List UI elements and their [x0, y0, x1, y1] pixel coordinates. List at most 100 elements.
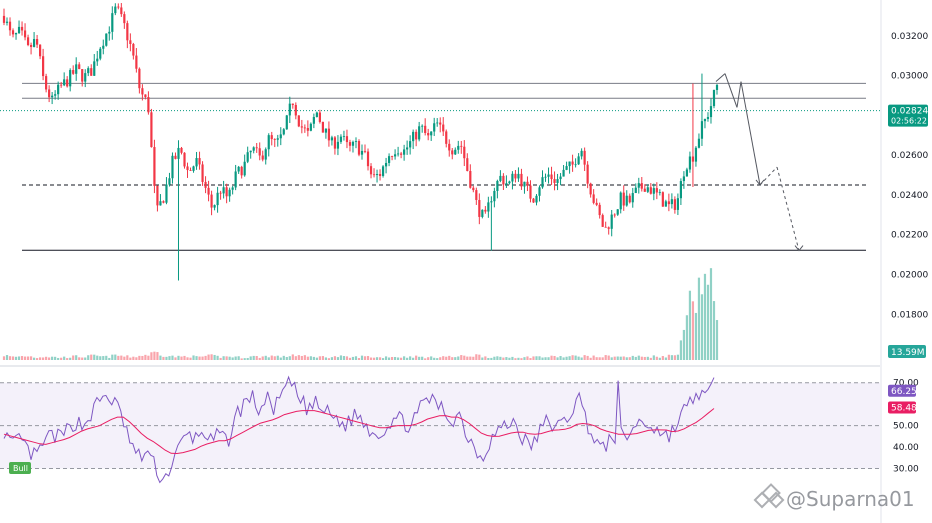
- candle-body: [150, 112, 153, 148]
- volume-bar: [433, 357, 436, 360]
- candle-body: [424, 125, 427, 134]
- volume-bar: [29, 356, 33, 360]
- candle-body: [135, 55, 138, 69]
- candle-body: [403, 149, 406, 155]
- rsi-axis[interactable]: 70.00 50.00 40.00 30.00: [893, 379, 919, 475]
- candle-body: [445, 131, 448, 144]
- volume-bar: [339, 355, 343, 360]
- volume-bar: [415, 355, 418, 360]
- candle-body: [75, 64, 78, 74]
- volume-bar: [538, 356, 541, 360]
- candle-body: [204, 181, 207, 188]
- candle-body: [360, 150, 364, 155]
- candle-body: [559, 176, 562, 180]
- candle-body: [201, 164, 204, 182]
- candle-body: [685, 169, 689, 177]
- volume-bar: [48, 357, 51, 360]
- projection-segment: [724, 73, 738, 108]
- volume-bar: [481, 357, 484, 360]
- watermark-text: @Suparna01: [786, 487, 915, 511]
- volume-bar: [270, 355, 273, 360]
- volume-bar: [709, 268, 713, 360]
- candle-body: [195, 158, 198, 167]
- candle-body: [676, 198, 679, 210]
- candle-body: [562, 169, 565, 177]
- candle-body: [397, 153, 400, 155]
- candle-body: [348, 142, 352, 146]
- volume-bar: [592, 355, 595, 360]
- candle-body: [412, 131, 415, 142]
- volume-bar: [436, 358, 439, 360]
- candle-body: [282, 129, 285, 135]
- volume-bar: [168, 356, 171, 360]
- volume-bar: [658, 357, 661, 360]
- volume-bar: [138, 355, 141, 360]
- candle-body: [640, 183, 643, 189]
- volume-bar: [646, 356, 649, 360]
- rsi-ma-badge: 58.48: [888, 401, 917, 414]
- volume-bar: [661, 356, 664, 360]
- volume-bar: [457, 356, 460, 360]
- volume-bar: [102, 356, 105, 360]
- candle-body: [381, 166, 385, 176]
- candle-body: [544, 176, 547, 178]
- candle-body: [661, 192, 664, 207]
- volume-bar: [330, 357, 334, 360]
- volume-bar: [32, 357, 36, 360]
- volume-bar: [147, 355, 150, 360]
- candle-body: [580, 150, 583, 157]
- candle-body: [318, 112, 321, 122]
- volume-bar: [342, 356, 346, 360]
- volume-bar: [192, 355, 195, 360]
- volume-bar: [514, 358, 517, 360]
- candle-body: [384, 162, 388, 167]
- volume-bar: [60, 357, 63, 360]
- candle-body: [20, 26, 24, 31]
- candle-body: [466, 158, 469, 171]
- volume-bar: [243, 358, 246, 360]
- candle-body: [366, 151, 370, 167]
- candle-body: [601, 215, 604, 227]
- volume-bar: [14, 356, 18, 360]
- volume-bar: [715, 320, 719, 360]
- candle-body: [108, 31, 111, 34]
- candle-body: [421, 125, 424, 127]
- volume-bar: [472, 356, 475, 360]
- volume-bar: [697, 277, 701, 360]
- candle-body: [63, 79, 66, 86]
- candle-body: [114, 6, 117, 14]
- candle-body: [84, 73, 87, 82]
- volume-bar: [484, 356, 487, 360]
- candle-body: [111, 13, 114, 32]
- candlesticks[interactable]: [2, 3, 719, 281]
- volume-bar: [267, 357, 270, 360]
- candle-body: [66, 79, 69, 87]
- volume-bar: [466, 356, 469, 360]
- volume-bar: [589, 357, 592, 360]
- volume-bar: [90, 354, 93, 360]
- volume-bar: [17, 356, 21, 360]
- volume-bar: [700, 294, 704, 360]
- candle-body: [249, 150, 252, 153]
- volume-bar: [219, 357, 222, 360]
- volume-bar: [255, 356, 258, 360]
- volume-bar: [384, 356, 388, 360]
- candle-body: [387, 156, 391, 163]
- volume-bar: [667, 354, 670, 360]
- candle-body: [469, 170, 472, 188]
- candle-body: [649, 187, 652, 194]
- candle-body: [643, 188, 646, 192]
- volume-bar: [96, 355, 99, 360]
- candle-body: [129, 40, 132, 44]
- candle-body: [81, 69, 84, 82]
- volume-bar: [421, 356, 424, 360]
- candle-body: [634, 187, 637, 194]
- volume-bar: [276, 355, 279, 360]
- volume-bar: [649, 357, 652, 360]
- candle-body: [357, 141, 361, 155]
- volume-bar: [348, 357, 352, 360]
- price-axis[interactable]: 0.03200 0.03000 0.02600 0.02400 0.02200 0.020…: [891, 32, 928, 320]
- volume-bar: [601, 357, 604, 360]
- volume-bar: [445, 356, 448, 360]
